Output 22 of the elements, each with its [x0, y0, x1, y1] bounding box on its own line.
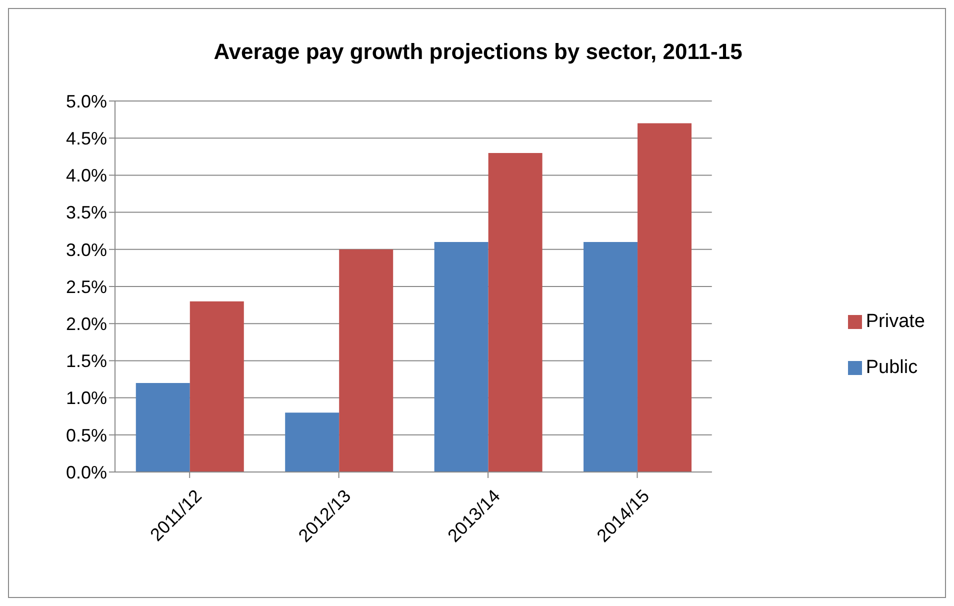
- bar: [584, 242, 638, 472]
- bar: [136, 382, 190, 472]
- bar: [339, 249, 394, 472]
- y-tick-label: 1.0%: [66, 388, 107, 408]
- legend-label: Private: [866, 311, 925, 332]
- chart-title: Average pay growth projections by sector, 2011-15: [212, 39, 744, 65]
- bar: [434, 242, 488, 472]
- y-tick-label: 0.0%: [66, 462, 107, 482]
- bar: [638, 123, 692, 472]
- y-tick-label: 5.0%: [66, 91, 107, 112]
- bar: [285, 412, 340, 472]
- y-tick-label: 4.0%: [66, 166, 107, 186]
- y-tick-label: 1.5%: [66, 351, 107, 372]
- y-tick-label: 3.5%: [66, 202, 107, 223]
- y-tick-label: 2.0%: [66, 314, 107, 334]
- bar: [488, 152, 542, 472]
- y-tick-label: 3.0%: [66, 240, 107, 260]
- y-tick-label: 0.5%: [66, 425, 107, 446]
- y-tick-label: 4.5%: [66, 128, 107, 148]
- bar: [190, 301, 244, 472]
- legend-label: Public: [866, 357, 918, 378]
- y-tick-label: 2.5%: [66, 276, 107, 297]
